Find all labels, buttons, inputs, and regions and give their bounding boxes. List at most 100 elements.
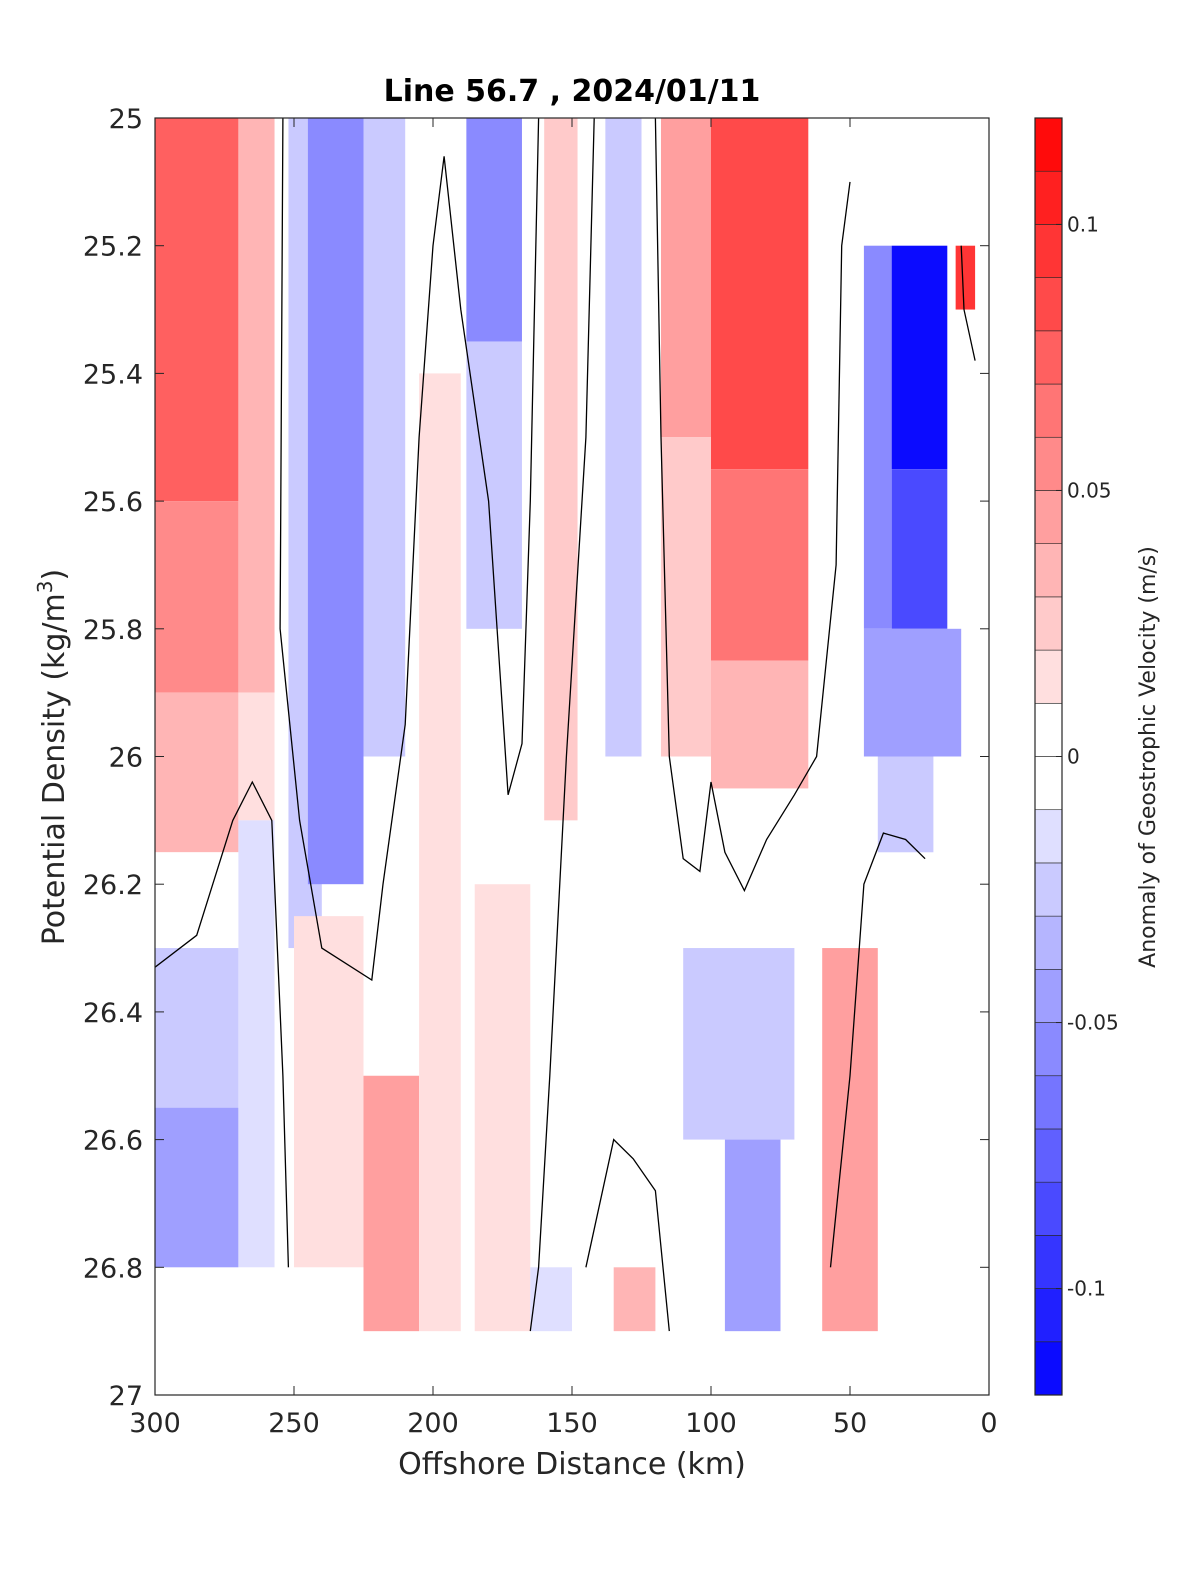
y-tick-label: 25.4 (83, 359, 143, 390)
y-axis-label: Potential Density (kg/m3) (33, 569, 72, 945)
field-cell-33 (863, 628, 962, 757)
field-cell-26 (711, 660, 809, 789)
field-cell-21 (613, 1267, 656, 1332)
y-axis-label-close: ) (37, 569, 72, 581)
field-cell-1 (155, 501, 239, 693)
field-cell-20 (605, 118, 642, 757)
field-cell-11 (363, 118, 406, 757)
y-tick-label: 25 (109, 104, 143, 135)
colorbar-level-18 (1034, 383, 1063, 438)
colorbar-level-20 (1034, 277, 1063, 332)
field-cell-23 (660, 437, 711, 757)
colorbar-level-8 (1034, 915, 1063, 970)
zero-contour-6 (960, 245, 976, 361)
colorbar-tick-label: 0 (1067, 745, 1080, 769)
colorbar-level-23 (1034, 117, 1063, 172)
field-cell-29 (822, 948, 878, 1332)
field-cell-30 (863, 245, 892, 629)
x-tick-label: 100 (685, 1408, 737, 1439)
y-axis-label-text: Potential Density (kg/m (37, 593, 72, 945)
field-cell-14 (419, 373, 461, 1332)
field-cell-27 (683, 948, 795, 1140)
field-cell-25 (711, 469, 809, 661)
field-cell-7 (238, 692, 275, 821)
y-axis: 25 25.2 25.4 25.6 25.8 26 26.2 26.4 26.6 26.8 27 (83, 104, 989, 1412)
field-cell-32 (891, 469, 948, 629)
field-cell-35 (955, 245, 976, 310)
colorbar-tick-label: 0.05 (1067, 478, 1112, 502)
y-axis-label-superscript: 3 (33, 580, 57, 593)
colorbar-level-3 (1034, 1181, 1063, 1236)
y-tick-label: 27 (109, 1381, 143, 1412)
colorbar-level-2 (1034, 1235, 1063, 1289)
field-cell-12 (294, 916, 364, 1268)
colorbar-level-11 (1034, 756, 1063, 811)
field-cell-15 (466, 118, 522, 342)
colorbar-level-1 (1034, 1288, 1063, 1343)
colorbar-ticks: -0.1 -0.05 0 0.05 0.1 (1056, 212, 1119, 1301)
x-axis: 300 250 200 150 100 50 0 (129, 118, 998, 1439)
colorbar-level-9 (1034, 862, 1063, 917)
colorbar-level-10 (1034, 809, 1063, 864)
x-tick-label: 200 (407, 1408, 459, 1439)
field-cell-3 (155, 852, 239, 949)
field-cell-5 (155, 1107, 239, 1268)
colorbar-level-16 (1034, 490, 1063, 544)
field-cell-0 (155, 118, 239, 502)
field-cell-22 (660, 118, 711, 438)
colorbar-level-21 (1034, 224, 1063, 278)
x-tick-label: 150 (546, 1408, 598, 1439)
colorbar-label: Anomaly of Geostrophic Velocity (m/s) (1136, 546, 1161, 968)
colorbar-tick-label: -0.05 (1067, 1011, 1119, 1035)
field-cell-13 (363, 1075, 420, 1332)
colorbar-level-6 (1034, 1022, 1063, 1077)
y-tick-label: 25.6 (83, 487, 143, 518)
field-cell-8 (238, 820, 275, 1268)
y-tick-label: 25.2 (83, 232, 143, 263)
y-tick-label: 26.2 (83, 870, 143, 901)
y-tick-label: 26 (109, 743, 143, 774)
x-axis-label: Offshore Distance (km) (398, 1447, 746, 1482)
zero-contour-3 (585, 1138, 670, 1332)
colorbar-tick-label: -0.1 (1067, 1277, 1106, 1301)
zero-contour-4 (654, 118, 851, 893)
colorbar-level-22 (1034, 170, 1063, 225)
colorbar-level-12 (1034, 702, 1063, 757)
field-cell-2 (155, 692, 239, 853)
y-tick-label: 26.6 (83, 1126, 143, 1157)
zero-contour-1 (155, 780, 290, 1268)
zero-contour-0 (279, 118, 540, 982)
colorbar-level-14 (1034, 596, 1063, 651)
field-cell-19 (530, 1267, 572, 1332)
velocity-field (155, 118, 976, 1332)
colorbar-level-0 (1034, 1341, 1063, 1396)
y-tick-label: 25.8 (83, 615, 143, 646)
colorbar-tick-label: 0.1 (1067, 212, 1099, 236)
x-tick-label: 250 (268, 1408, 320, 1439)
field-cell-24 (711, 118, 809, 470)
x-tick-label: 0 (980, 1408, 997, 1439)
x-tick-label: 300 (129, 1408, 181, 1439)
colorbar-level-5 (1034, 1075, 1063, 1130)
field-cell-31 (891, 245, 948, 470)
colorbar-level-19 (1034, 330, 1063, 385)
field-cell-17 (474, 884, 531, 1332)
colorbar-level-4 (1034, 1128, 1063, 1183)
chart-title: Line 56.7 , 2024/01/11 (384, 74, 761, 109)
field-cell-6 (238, 118, 275, 693)
colorbar-level-17 (1034, 436, 1063, 491)
colorbar-level-13 (1034, 649, 1063, 704)
field-cell-34 (877, 756, 934, 853)
colorbar-level-7 (1034, 969, 1063, 1023)
field-cell-10 (307, 118, 364, 885)
field-cell-4 (155, 948, 239, 1108)
zero-contour-5 (829, 832, 926, 1268)
field-cell-18 (544, 118, 578, 821)
field-cell-28 (724, 1139, 781, 1332)
zero-contour-lines (155, 118, 976, 1332)
x-tick-label: 50 (833, 1408, 867, 1439)
y-tick-label: 26.8 (83, 1253, 143, 1284)
zero-contour-2 (529, 118, 595, 1332)
y-tick-label: 26.4 (83, 998, 143, 1029)
